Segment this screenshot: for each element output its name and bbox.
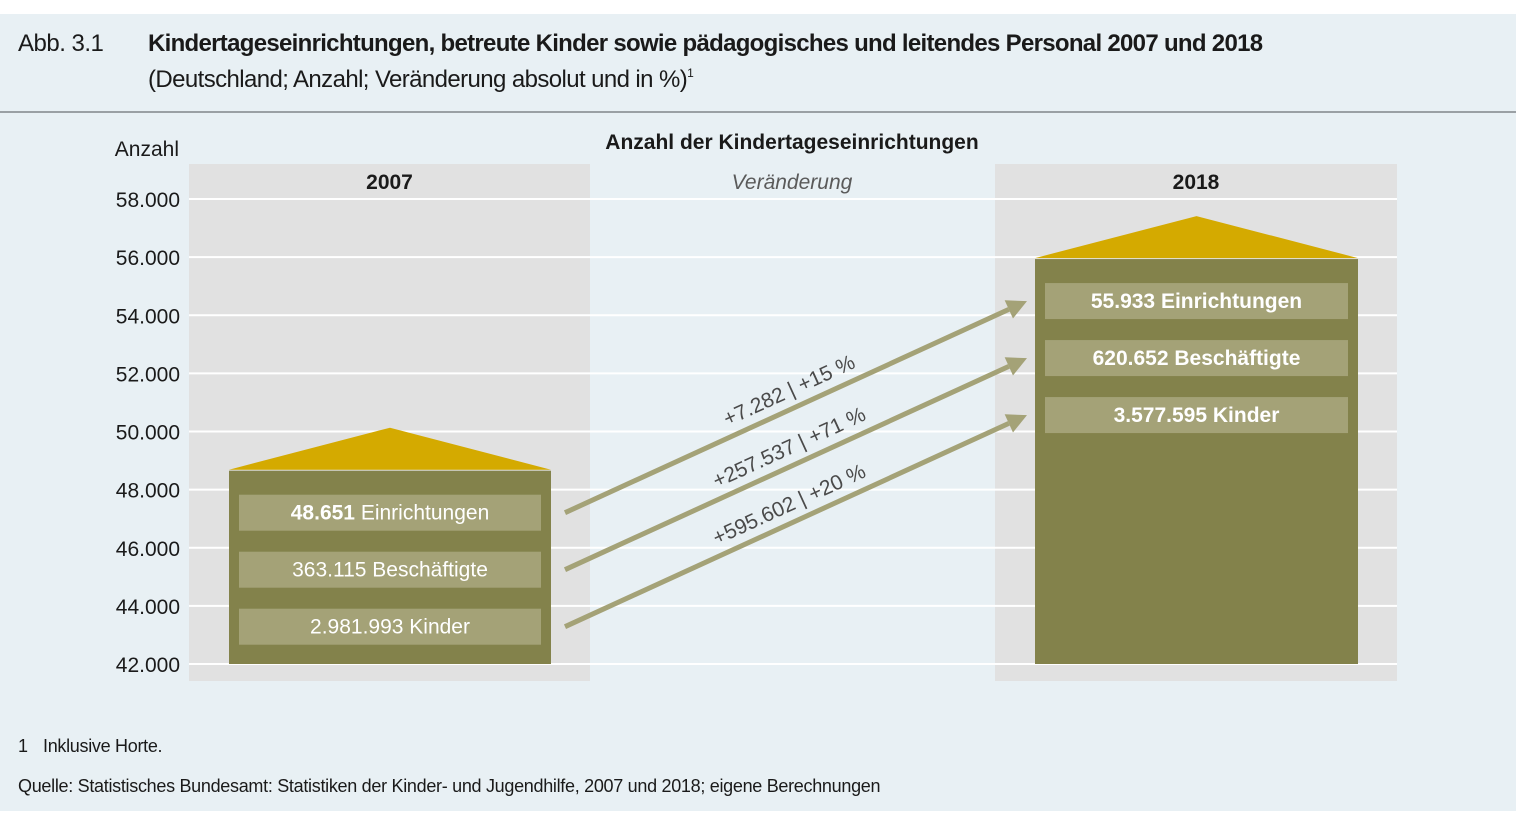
change-arrow-einrichtungen bbox=[563, 307, 1010, 515]
y-tick-label: 48.000 bbox=[116, 480, 180, 503]
footnote-mark: 1 bbox=[687, 66, 694, 80]
figure-subtitle-text: (Deutschland; Anzahl; Veränderung absolu… bbox=[148, 66, 688, 93]
bar-label-number: 363.115 bbox=[292, 559, 372, 582]
bar-label-text: Beschäftigte bbox=[372, 559, 488, 582]
bar-label-kinder: 3.577.595 Kinder bbox=[1114, 404, 1280, 427]
label-box-kinder bbox=[239, 608, 541, 645]
column-header-change: Veränderung bbox=[732, 171, 853, 194]
label-box-beschäftigte bbox=[1045, 340, 1348, 377]
arrowhead-icon bbox=[1004, 357, 1027, 376]
bar-label-number: 55.933 bbox=[1091, 290, 1161, 313]
footnote-text: Inklusive Horte. bbox=[43, 736, 163, 756]
bar-label-number: 3.577.595 bbox=[1114, 404, 1213, 427]
bar-label-einrichtungen: 48.651 Einrichtungen bbox=[291, 502, 490, 525]
bar-label-kinder: 2.981.993 Kinder bbox=[310, 616, 470, 639]
bar-label-einrichtungen: 55.933 Einrichtungen bbox=[1091, 290, 1302, 313]
label-box-beschäftigte bbox=[239, 551, 541, 588]
y-tick-label: 44.000 bbox=[116, 596, 180, 619]
footnote-number: 1 bbox=[18, 736, 28, 756]
y-tick-label: 58.000 bbox=[116, 189, 180, 212]
label-box-einrichtungen bbox=[1045, 283, 1348, 320]
bar-label-number: 2.981.993 bbox=[310, 616, 409, 639]
bar-label-number: 620.652 bbox=[1093, 347, 1175, 370]
bar-label-beschäftigte: 363.115 Beschäftigte bbox=[292, 559, 488, 582]
source-note: Quelle: Statistisches Bundesamt: Statist… bbox=[18, 776, 881, 796]
label-box-einrichtungen bbox=[239, 494, 541, 531]
y-tick-label: 52.000 bbox=[116, 363, 180, 386]
roof-2018 bbox=[1035, 216, 1358, 259]
label-box-kinder bbox=[1045, 397, 1348, 434]
roof-2007 bbox=[229, 427, 551, 470]
y-tick-label: 54.000 bbox=[116, 305, 180, 328]
change-arrow-kinder bbox=[563, 421, 1010, 629]
bar-label-text: Beschäftigte bbox=[1174, 347, 1300, 370]
figure-header: Abb. 3.1 Kindertageseinrichtungen, betre… bbox=[0, 14, 1516, 113]
y-tick-label: 56.000 bbox=[116, 247, 180, 270]
figure-title: Kindertageseinrichtungen, betreute Kinde… bbox=[148, 30, 1263, 57]
bar-label-text: Kinder bbox=[1213, 404, 1280, 427]
bar-label-number: 48.651 bbox=[291, 502, 361, 525]
bar-2018 bbox=[1035, 259, 1358, 664]
y-tick-label: 50.000 bbox=[116, 422, 180, 445]
bar-label-text: Kinder bbox=[409, 616, 470, 639]
y-tick-label: 42.000 bbox=[116, 654, 180, 677]
figure-subtitle: (Deutschland; Anzahl; Veränderung absolu… bbox=[148, 66, 694, 94]
column-header-2018: 2018 bbox=[1173, 171, 1220, 194]
y-tick-label: 46.000 bbox=[116, 538, 180, 561]
change-arrow-beschäftigte bbox=[563, 364, 1010, 572]
bar-label-text: Einrichtungen bbox=[361, 502, 489, 525]
arrowhead-icon bbox=[1004, 414, 1027, 433]
bar-label-text: Einrichtungen bbox=[1161, 290, 1302, 313]
figure-number: Abb. 3.1 bbox=[18, 30, 104, 57]
y-axis-label: Anzahl bbox=[115, 138, 179, 161]
arrowhead-icon bbox=[1004, 300, 1027, 319]
column-header-2007: 2007 bbox=[366, 171, 413, 194]
bar-label-beschäftigte: 620.652 Beschäftigte bbox=[1093, 347, 1301, 370]
footnote: 1 Inklusive Horte. bbox=[18, 736, 163, 757]
chart-title: Anzahl der Kindertageseinrichtungen bbox=[605, 131, 978, 154]
